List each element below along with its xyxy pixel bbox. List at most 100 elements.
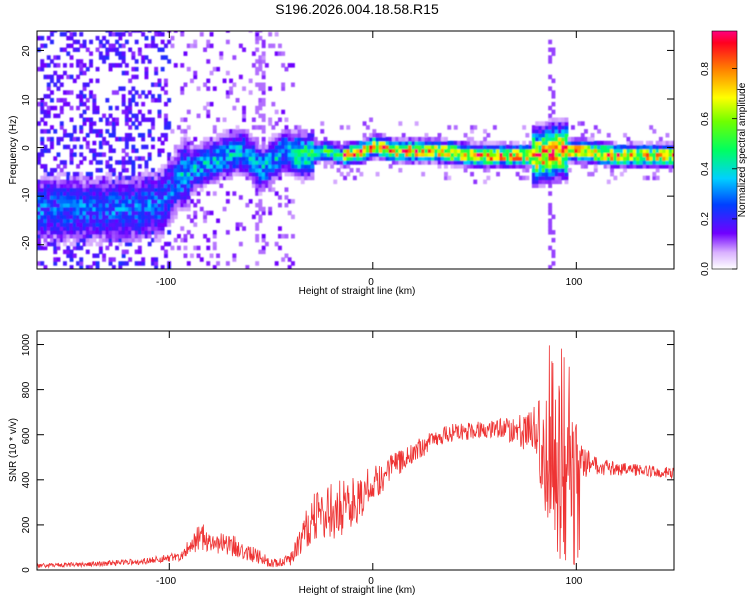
heatmap-cell <box>222 206 227 212</box>
heatmap-cell <box>186 199 191 204</box>
heatmap-cell <box>79 257 84 262</box>
heatmap-cell <box>505 144 510 150</box>
top-ytick-label-0: -20 <box>21 235 32 250</box>
heatmap-cell <box>258 59 263 64</box>
heatmap-cell <box>453 164 458 169</box>
heatmap-cell <box>63 171 67 177</box>
heatmap-cell <box>118 206 123 212</box>
heatmap-cell <box>235 136 240 142</box>
heatmap-cell <box>82 175 87 181</box>
heatmap-cell <box>79 202 84 208</box>
heatmap-cell <box>124 249 129 255</box>
heatmap-cell <box>668 164 673 169</box>
heatmap-cell <box>69 195 74 200</box>
heatmap-cell <box>190 171 194 177</box>
colorbar-tick-label-1: 0.2 <box>700 212 711 226</box>
heatmap-cell <box>587 148 592 153</box>
heatmap-cell <box>558 160 562 165</box>
heatmap-cell <box>274 133 279 138</box>
heatmap-cell <box>46 63 51 68</box>
heatmap-cell <box>313 136 318 142</box>
heatmap-cell <box>193 210 198 216</box>
heatmap-cell <box>333 148 338 153</box>
heatmap-cell <box>50 199 54 204</box>
snr-series-line <box>37 345 674 569</box>
heatmap-cell <box>212 191 217 196</box>
heatmap-cell <box>89 78 93 84</box>
heatmap-cell <box>251 63 256 68</box>
heatmap-cell <box>300 175 305 181</box>
heatmap-cell <box>85 133 90 138</box>
heatmap-cell <box>160 265 165 269</box>
heatmap-cell <box>531 133 536 138</box>
heatmap-cell <box>92 105 97 111</box>
heatmap-cell <box>242 140 246 146</box>
heatmap-cell <box>222 117 227 122</box>
heatmap-cell <box>222 136 227 142</box>
heatmap-cell <box>164 202 168 208</box>
heatmap-cell <box>518 152 523 157</box>
colorbar-tick-label-0: 0.0 <box>700 262 711 276</box>
heatmap-cell <box>326 160 331 165</box>
heatmap-cell <box>128 78 133 84</box>
heatmap-cell <box>278 51 282 56</box>
heatmap-cell <box>108 168 113 173</box>
heatmap-cell <box>105 191 110 196</box>
heatmap-cell <box>59 210 64 216</box>
heatmap-cell <box>131 175 136 181</box>
heatmap-cell <box>222 129 227 134</box>
heatmap-cell <box>268 171 273 177</box>
heatmap-cell <box>610 156 614 161</box>
heatmap-cell <box>297 125 302 130</box>
heatmap-cell <box>307 136 312 142</box>
heatmap-cell <box>548 156 553 161</box>
heatmap-cell <box>395 140 400 146</box>
heatmap-cell <box>502 152 507 157</box>
heatmap-cell <box>320 144 325 150</box>
heatmap-cell <box>606 164 611 169</box>
heatmap-cell <box>492 148 497 153</box>
heatmap-cell <box>144 230 149 235</box>
heatmap-cell <box>183 234 188 239</box>
heatmap-cell <box>450 148 455 153</box>
heatmap-cell <box>512 140 517 146</box>
heatmap-cell <box>131 214 136 220</box>
heatmap-cell <box>261 59 266 64</box>
heatmap-cell <box>600 160 605 165</box>
heatmap-cell <box>190 43 194 49</box>
heatmap-cell <box>131 237 136 243</box>
heatmap-cell <box>118 51 123 56</box>
heatmap-cell <box>297 140 302 146</box>
heatmap-cell <box>545 160 549 165</box>
heatmap-cell <box>141 226 146 231</box>
heatmap-cell <box>154 218 159 223</box>
heatmap-cell <box>291 168 295 173</box>
heatmap-cell <box>183 148 188 153</box>
heatmap-cell <box>225 140 230 146</box>
heatmap-cell <box>284 187 289 192</box>
heatmap-cell <box>645 156 650 161</box>
heatmap-cell <box>483 140 487 146</box>
heatmap-cell <box>593 152 598 157</box>
heatmap-cell <box>164 117 168 122</box>
heatmap-cell <box>528 156 533 161</box>
heatmap-cell <box>268 175 273 181</box>
heatmap-cell <box>470 140 474 146</box>
heatmap-cell <box>50 140 54 146</box>
heatmap-cell <box>264 152 269 157</box>
heatmap-cell <box>359 140 364 146</box>
heatmap-cell <box>157 148 162 153</box>
heatmap-cell <box>141 202 146 208</box>
heatmap-cell <box>535 171 540 177</box>
heatmap-cell <box>37 152 41 157</box>
heatmap-cell <box>144 144 149 150</box>
heatmap-cell <box>391 144 396 150</box>
heatmap-cell <box>105 234 110 239</box>
heatmap-cell <box>672 160 674 165</box>
heatmap-cell <box>382 144 387 150</box>
heatmap-cell <box>401 156 406 161</box>
heatmap-cell <box>193 148 198 153</box>
heatmap-cell <box>261 168 266 173</box>
heatmap-cell <box>375 156 380 161</box>
heatmap-cell <box>225 168 230 173</box>
